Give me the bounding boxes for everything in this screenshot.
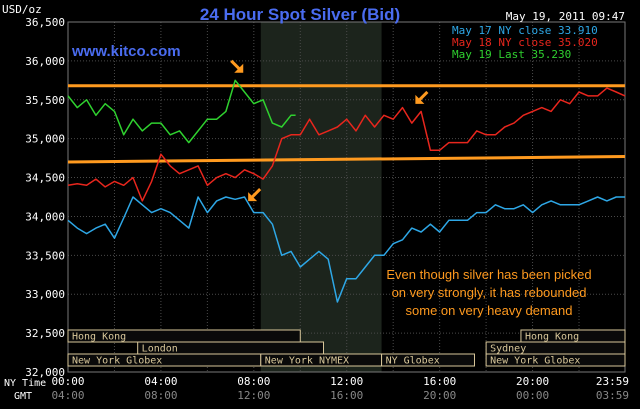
x-tick-gmt: 04:00 [51,389,84,402]
x-tick-gmt: 08:00 [144,389,177,402]
session-label: New York NYMEX [265,356,349,367]
annotation-line-2: on very strongly, it has rebounded [392,285,587,300]
arrow-3 [248,188,262,202]
session-label: New York Globex [72,356,162,367]
x-tick-gmt: 00:00 [516,389,549,402]
arrow-head [234,63,244,73]
session-hong-kong: Hong Kong [67,329,301,343]
x-tick-gmt: 16:00 [330,389,363,402]
x-tick-ny: 04:00 [144,375,177,388]
session-label: Sydney [490,344,526,355]
x-axis-ny-label: NY Time [4,378,46,389]
session-box [381,353,475,367]
session-label: Hong Kong [72,332,126,343]
y-tick-label: 32,000 [25,366,65,379]
legend-may18: May 18 NY close 35.020 [452,36,598,49]
legend: May 17 NY close 33.910 May 18 NY close 3… [452,24,598,61]
series-line-may19 [67,79,296,144]
session-box [485,353,626,367]
session-ny-globex: NY Globex [381,353,475,367]
arrow-1 [230,59,244,73]
annotation: Even though silver has been picked on ve… [386,267,591,318]
y-tick-label: 33,000 [25,288,65,301]
y-tick-label: 36,000 [25,55,65,68]
x-tick-gmt: 03:59 [596,389,629,402]
y-unit-label: USD/oz [2,3,42,16]
x-tick-ny: 00:00 [51,375,84,388]
session-london: London [137,341,325,355]
annotation-line-1: Even though silver has been picked [386,267,591,282]
chart-title: 24 Hour Spot Silver (Bid) [200,5,400,24]
session-label: New York Globex [490,356,580,367]
y-tick-label: 34,500 [25,172,65,185]
session-new-york-globex: New York Globex [485,353,626,367]
session-sydney: Sydney [485,341,626,355]
legend-may17: May 17 NY close 33.910 [452,24,598,37]
session-label: London [142,344,178,355]
session-label: NY Globex [386,356,440,367]
arrow-head [415,94,425,104]
nymex-highlight [260,22,382,372]
y-tick-label: 36,500 [25,16,65,29]
y-tick-label: 33,500 [25,249,65,262]
session-new-york-nymex: New York NYMEX [260,353,383,367]
arrow-head [248,192,258,202]
x-tick-gmt: 20:00 [423,389,456,402]
site-url[interactable]: www.kitco.com [71,43,181,60]
legend-may19: May 19 Last 35.230 [452,48,571,61]
x-axis-gmt-label: GMT [14,391,32,402]
arrow-2 [415,90,429,104]
y-tick-label: 35,500 [25,94,65,107]
x-tick-ny: 12:00 [330,375,363,388]
y-tick-label: 34,000 [25,210,65,223]
annotation-line-3: some on very heavy demand [406,303,573,318]
y-tick-label: 35,000 [25,133,65,146]
y-tick-label: 32,500 [25,327,65,340]
x-tick-ny: 20:00 [516,375,549,388]
x-tick-ny: 16:00 [423,375,456,388]
series-line-may17 [67,196,625,303]
x-tick-gmt: 12:00 [237,389,270,402]
session-hong-kong: Hong Kong [520,329,626,343]
trendline-2 [67,155,626,164]
session-new-york-globex: New York Globex [67,353,262,367]
timestamp: May 19, 2011 09:47 [506,10,625,23]
x-tick-ny: 08:00 [237,375,270,388]
series-line-may18 [67,87,626,202]
x-tick-ny: 23:59 [596,375,629,388]
session-label: Hong Kong [525,332,579,343]
